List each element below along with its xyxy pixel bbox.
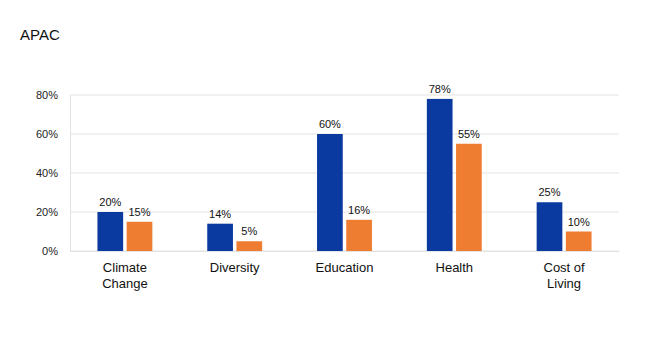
tick: ClimateChange: [102, 260, 148, 291]
bar: [456, 144, 482, 251]
axis-line: [70, 96, 71, 252]
tick: 0%: [42, 245, 70, 257]
grid: [70, 95, 619, 251]
data-label: 25%: [538, 186, 560, 198]
tick: 40%: [36, 167, 70, 179]
tick-label: 20%: [36, 206, 58, 218]
grid-line: [70, 134, 619, 135]
x-axis: ClimateChange Diversity Education Health Cos…: [71, 252, 620, 292]
tick: Diversity: [210, 260, 260, 275]
data-label: 55%: [458, 128, 480, 140]
tick: 80%: [36, 89, 70, 101]
tick: Education: [316, 260, 374, 275]
grid-line: [70, 173, 619, 174]
bar: [427, 99, 453, 251]
title: APAC: [20, 26, 60, 43]
tick: Health: [436, 260, 474, 275]
chart: APAC 0% 20% 40% 60% 80% ClimateChange Diversity…: [0, 0, 669, 338]
data-label: 10%: [568, 216, 590, 228]
data-label: 14%: [209, 208, 231, 220]
y-axis: 0% 20% 40% 60% 80%: [36, 89, 71, 257]
data-label: 15%: [128, 206, 150, 218]
bar: [236, 241, 262, 251]
tick-label: Cost ofLiving: [544, 260, 586, 291]
tick-label: 40%: [36, 167, 58, 179]
bar: [317, 134, 343, 251]
tick-label: 0%: [42, 245, 58, 257]
grid-line: [70, 95, 619, 96]
tick-label: Health: [436, 260, 474, 275]
tick-label: Diversity: [210, 260, 260, 275]
data-label: 16%: [348, 204, 370, 216]
bar: [537, 202, 563, 251]
tick-label: 60%: [36, 128, 58, 140]
tick: 20%: [36, 206, 70, 218]
data-label: 20%: [99, 196, 121, 208]
data-label: 78%: [429, 83, 451, 95]
bar: [207, 224, 233, 251]
tick-label: 80%: [36, 89, 58, 101]
tick-label: ClimateChange: [102, 260, 148, 291]
bar: [127, 222, 153, 251]
axis-line: [71, 251, 620, 252]
data-label: 60%: [319, 118, 341, 130]
bars: [97, 99, 591, 251]
bar: [566, 232, 592, 252]
plot: 0% 20% 40% 60% 80% ClimateChange Diversity Educ…: [36, 83, 620, 292]
tick-label: Education: [316, 260, 374, 275]
bar: [97, 212, 123, 251]
tick: 60%: [36, 128, 70, 140]
bar: [346, 220, 372, 251]
tick: Cost ofLiving: [544, 260, 586, 291]
data-label: 5%: [241, 225, 257, 237]
data-labels: 20% 14% 60% 78% 25% 15% 5% 16% 55% 10%: [99, 83, 590, 237]
